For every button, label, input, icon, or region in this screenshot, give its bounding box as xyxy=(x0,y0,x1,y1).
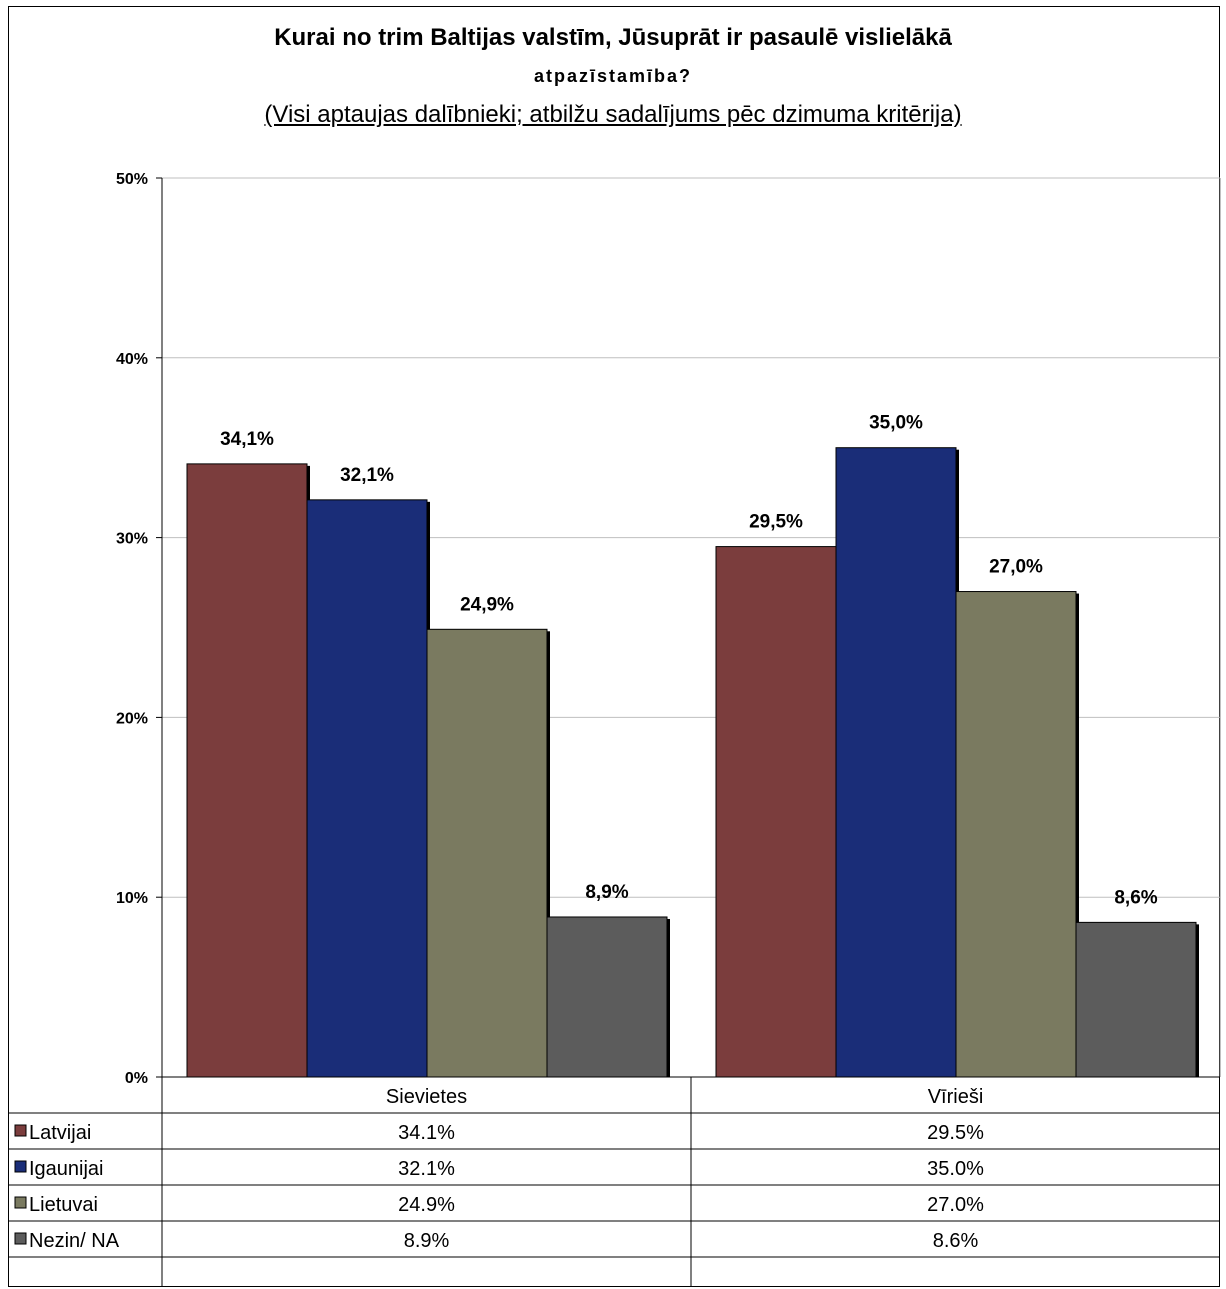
table-cell: 32.1% xyxy=(398,1158,455,1180)
legend-swatch xyxy=(14,1124,27,1137)
bar-latvijai xyxy=(715,546,837,1078)
y-tick-label: 20% xyxy=(116,710,148,727)
bar-nezin-na xyxy=(546,916,668,1078)
bar-lietuvai xyxy=(426,628,548,1078)
y-tick-label: 30% xyxy=(116,531,148,548)
y-tick-label: 10% xyxy=(116,890,148,907)
bar-igaunijai xyxy=(835,447,957,1078)
bar-lietuvai xyxy=(955,591,1077,1078)
legend-label: Lietuvai xyxy=(29,1194,98,1216)
data-label: 32,1% xyxy=(340,465,394,486)
legend-label: Latvijai xyxy=(29,1122,91,1144)
table-cell: 27.0% xyxy=(927,1194,984,1216)
x-category-label: Sievietes xyxy=(386,1086,467,1108)
data-label: 8,9% xyxy=(585,882,628,903)
bar-nezin-na xyxy=(1075,921,1197,1078)
legend-swatch xyxy=(14,1160,27,1173)
table-cell: 34.1% xyxy=(398,1122,455,1144)
data-label: 27,0% xyxy=(989,557,1043,578)
table-cell: 8.6% xyxy=(933,1230,979,1252)
bar-latvijai xyxy=(186,463,308,1078)
x-category-label: Vīrieši xyxy=(928,1086,984,1108)
y-tick-label: 40% xyxy=(116,351,148,368)
bar-igaunijai xyxy=(306,499,428,1078)
data-label: 29,5% xyxy=(749,512,803,533)
chart-title: Kurai no trim Baltijas valstīm, Jūsuprāt… xyxy=(274,24,952,51)
data-label: 35,0% xyxy=(869,413,923,434)
y-tick-label: 50% xyxy=(116,171,148,188)
legend-label: Igaunijai xyxy=(29,1158,104,1180)
y-tick-label: 0% xyxy=(125,1070,148,1087)
data-label: 34,1% xyxy=(220,429,274,450)
legend-swatch xyxy=(14,1196,27,1209)
legend-label: Nezin/ NA xyxy=(29,1230,120,1252)
chart-subtitle: (Visi aptaujas dalībnieki; atbilžu sadal… xyxy=(264,101,962,128)
table-cell: 29.5% xyxy=(927,1122,984,1144)
data-label: 24,9% xyxy=(460,594,514,615)
legend-swatch xyxy=(14,1232,27,1245)
chart-title-line2: atpazīstamība? xyxy=(533,66,693,86)
data-label: 8,6% xyxy=(1114,887,1157,908)
table-cell: 8.9% xyxy=(404,1230,450,1252)
table-cell: 24.9% xyxy=(398,1194,455,1216)
table-cell: 35.0% xyxy=(927,1158,984,1180)
